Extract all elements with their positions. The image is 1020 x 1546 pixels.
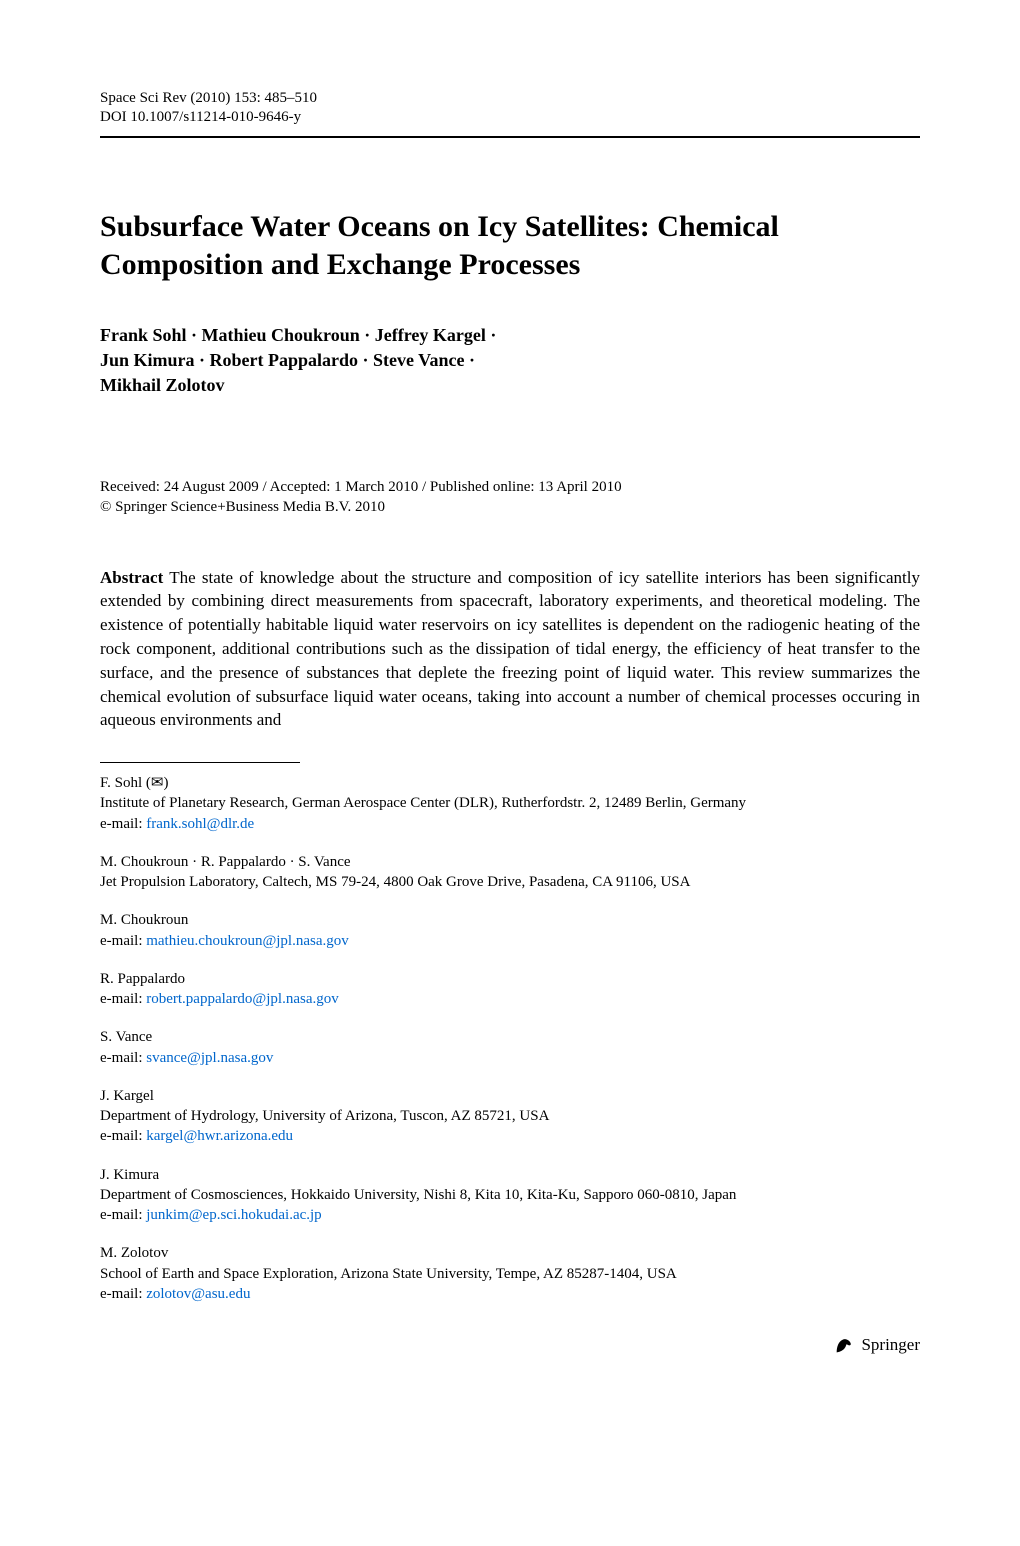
email-link[interactable]: kargel@hwr.arizona.edu <box>146 1128 293 1144</box>
email-label: e-mail: <box>100 1050 146 1066</box>
affil-address: Department of Cosmosciences, Hokkaido Un… <box>100 1185 920 1205</box>
article-dates: Received: 24 August 2009 / Accepted: 1 M… <box>100 479 920 496</box>
email-link[interactable]: zolotov@asu.edu <box>146 1286 250 1302</box>
affiliation-separator <box>100 762 300 763</box>
affil-email-line: e-mail: junkim@ep.sci.hokudai.ac.jp <box>100 1205 920 1225</box>
affil-name: R. Pappalardo <box>100 969 920 989</box>
author-list: Frank Sohl · Mathieu Choukroun · Jeffrey… <box>100 323 920 399</box>
publisher-name: Springer <box>861 1335 920 1355</box>
affil-address: School of Earth and Space Exploration, A… <box>100 1264 920 1284</box>
affil-email-line: e-mail: frank.sohl@dlr.de <box>100 814 920 834</box>
article-title: Subsurface Water Oceans on Icy Satellite… <box>100 208 920 283</box>
email-label: e-mail: <box>100 933 146 949</box>
affil-address: Department of Hydrology, University of A… <box>100 1106 920 1126</box>
affiliation-block: S. Vance e-mail: svance@jpl.nasa.gov <box>100 1027 920 1068</box>
springer-logo: Springer <box>833 1334 920 1356</box>
authors-line-3: Mikhail Zolotov <box>100 373 920 398</box>
affil-name: M. Choukroun · R. Pappalardo · S. Vance <box>100 852 920 872</box>
affiliation-block: J. Kargel Department of Hydrology, Unive… <box>100 1086 920 1147</box>
affil-name: J. Kimura <box>100 1165 920 1185</box>
abstract-label: Abstract <box>100 568 163 587</box>
doi-line: DOI 10.1007/s11214-010-9646-y <box>100 109 920 126</box>
email-label: e-mail: <box>100 991 146 1007</box>
page-footer: Springer <box>100 1334 920 1356</box>
email-label: e-mail: <box>100 1207 146 1223</box>
running-head: Space Sci Rev (2010) 153: 485–510 <box>100 90 920 107</box>
affil-email-line: e-mail: zolotov@asu.edu <box>100 1284 920 1304</box>
email-link[interactable]: junkim@ep.sci.hokudai.ac.jp <box>146 1207 321 1223</box>
affil-name: F. Sohl (✉) <box>100 773 920 793</box>
affiliation-block: F. Sohl (✉) Institute of Planetary Resea… <box>100 773 920 834</box>
affil-email-line: e-mail: mathieu.choukroun@jpl.nasa.gov <box>100 931 920 951</box>
affil-email-line: e-mail: kargel@hwr.arizona.edu <box>100 1126 920 1146</box>
affil-name: J. Kargel <box>100 1086 920 1106</box>
header-rule <box>100 136 920 138</box>
email-link[interactable]: frank.sohl@dlr.de <box>146 816 254 832</box>
affil-name: M. Choukroun <box>100 910 920 930</box>
affiliation-block: M. Choukroun e-mail: mathieu.choukroun@j… <box>100 910 920 951</box>
springer-horse-icon <box>833 1334 855 1356</box>
affil-name: M. Zolotov <box>100 1243 920 1263</box>
affiliation-block: R. Pappalardo e-mail: robert.pappalardo@… <box>100 969 920 1010</box>
affil-address: Institute of Planetary Research, German … <box>100 793 920 813</box>
authors-line-2: Jun Kimura · Robert Pappalardo · Steve V… <box>100 348 920 373</box>
abstract-paragraph: Abstract The state of knowledge about th… <box>100 566 920 733</box>
affiliation-block: M. Choukroun · R. Pappalardo · S. Vance … <box>100 852 920 893</box>
affiliation-block: J. Kimura Department of Cosmosciences, H… <box>100 1165 920 1226</box>
email-link[interactable]: robert.pappalardo@jpl.nasa.gov <box>146 991 339 1007</box>
affil-address: Jet Propulsion Laboratory, Caltech, MS 7… <box>100 872 920 892</box>
abstract-text: The state of knowledge about the structu… <box>100 568 920 730</box>
affiliation-block: M. Zolotov School of Earth and Space Exp… <box>100 1243 920 1304</box>
affil-email-line: e-mail: svance@jpl.nasa.gov <box>100 1048 920 1068</box>
copyright-line: © Springer Science+Business Media B.V. 2… <box>100 499 920 516</box>
email-label: e-mail: <box>100 1128 146 1144</box>
email-link[interactable]: svance@jpl.nasa.gov <box>146 1050 273 1066</box>
authors-line-1: Frank Sohl · Mathieu Choukroun · Jeffrey… <box>100 323 920 348</box>
email-link[interactable]: mathieu.choukroun@jpl.nasa.gov <box>146 933 349 949</box>
affil-name: S. Vance <box>100 1027 920 1047</box>
affil-email-line: e-mail: robert.pappalardo@jpl.nasa.gov <box>100 989 920 1009</box>
email-label: e-mail: <box>100 1286 146 1302</box>
email-label: e-mail: <box>100 816 146 832</box>
